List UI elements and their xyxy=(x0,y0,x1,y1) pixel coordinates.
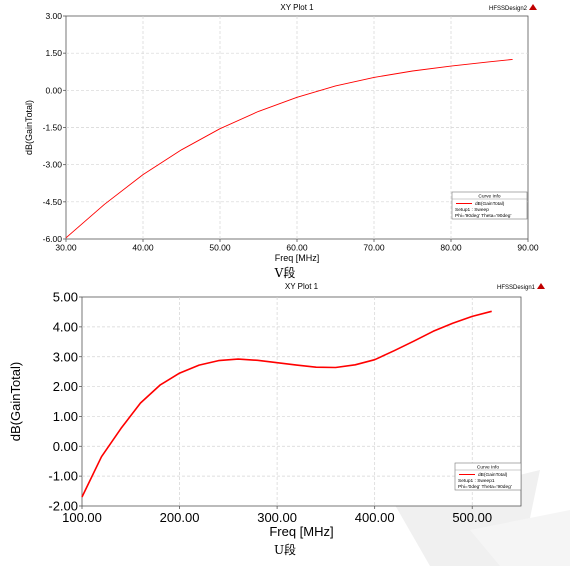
x-tick-label: 500.00 xyxy=(452,510,492,525)
ansoft-logo-icon xyxy=(529,4,537,10)
y-tick-label: -3.00 xyxy=(43,160,63,170)
x-axis-label: Freq [MHz] xyxy=(269,524,333,539)
legend-params: Phi='0deg' Theta='90deg' xyxy=(458,484,512,490)
legend-header: Curve Info xyxy=(478,194,500,200)
x-tick-label: 300.00 xyxy=(257,510,297,525)
y-tick-label: -1.50 xyxy=(43,122,63,132)
y-tick-label: -6.00 xyxy=(43,234,63,244)
design-label: HFSSDesign1 xyxy=(497,285,536,291)
plot-panel-u: XY Plot 1 HFSSDesign1 100.00 200.00 300.00 40… xyxy=(0,279,570,541)
series-line-gaintotal xyxy=(81,310,492,498)
series-line-gaintotal xyxy=(65,58,513,239)
x-tick-label: 400.00 xyxy=(355,510,395,525)
legend-frame xyxy=(454,462,522,491)
x-tick-label: 50.00 xyxy=(209,243,231,253)
y-axis-label: dB(GainTotal) xyxy=(8,362,23,441)
y-tick-label: -2.00 xyxy=(48,499,78,514)
plot-title: XY Plot 1 xyxy=(280,3,314,12)
xy-plot-1-v: XY Plot 1 HFSSDesign2 30.00 40.00 50.00 60.00… xyxy=(24,3,539,263)
y-tick-label: 5.00 xyxy=(53,290,78,305)
ansoft-logo-icon xyxy=(537,283,545,289)
y-tick-label: 1.00 xyxy=(53,409,78,424)
y-axis-label: dB(GainTotal) xyxy=(24,100,34,155)
plot-panel-v: XY Plot 1 HFSSDesign2 30.00 40.00 50.00 60.00… xyxy=(0,0,570,266)
x-tick-label: 200.00 xyxy=(160,510,200,525)
y-tick-label: 4.00 xyxy=(53,319,78,334)
legend-setup: Setup1 : Sweep1 xyxy=(458,478,495,484)
y-tick-label: 2.00 xyxy=(53,379,78,394)
legend-entry: dB(GainTotal) xyxy=(478,472,508,478)
logo-triangle xyxy=(537,283,545,289)
x-tick-label: 70.00 xyxy=(363,243,385,253)
legend-entry: dB(GainTotal) xyxy=(475,201,505,207)
y-tick-label: 1.50 xyxy=(45,48,62,58)
y-tick-label: 0.00 xyxy=(45,85,62,95)
y-tick-label: 3.00 xyxy=(53,349,78,364)
plot-area xyxy=(81,296,522,507)
x-axis-label: Freq [MHz] xyxy=(275,253,320,263)
legend-header: Curve Info xyxy=(477,465,499,471)
y-tick-label: -1.00 xyxy=(48,469,78,484)
x-tick-label: 80.00 xyxy=(440,243,462,253)
plot-title: XY Plot 1 xyxy=(285,282,319,291)
x-tick-label: 60.00 xyxy=(286,243,308,253)
y-tick-label: 0.00 xyxy=(53,439,78,454)
xy-plot-1-u: XY Plot 1 HFSSDesign1 100.00 200.00 300.00 40… xyxy=(8,282,545,539)
x-tick-label: 100.00 xyxy=(62,510,102,525)
legend-setup: Setup1 : Sweep xyxy=(455,207,489,213)
y-tick-label: 3.00 xyxy=(45,11,62,21)
legend-frame xyxy=(451,191,528,220)
design-label: HFSSDesign2 xyxy=(489,6,528,12)
logo-triangle xyxy=(529,4,537,10)
caption-u-band: U段 xyxy=(273,543,297,557)
x-tick-label: 90.00 xyxy=(517,243,539,253)
x-tick-label: 40.00 xyxy=(132,243,154,253)
caption-v-band: V段 xyxy=(274,266,296,280)
y-tick-label: -4.50 xyxy=(43,197,63,207)
legend-params: Phi='90deg' Theta='90deg' xyxy=(455,213,511,219)
x-tick-label: 30.00 xyxy=(55,243,77,253)
